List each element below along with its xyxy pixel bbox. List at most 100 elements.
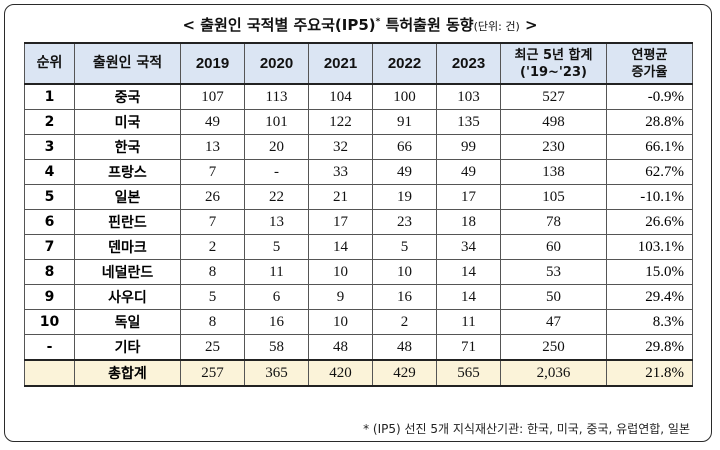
rank-cell: 1 [24, 83, 75, 110]
sum5-cell: 498 [500, 109, 607, 135]
value-2023: 14 [436, 284, 501, 310]
table-row: 2 미국 49 101 122 91 135 498 28.8% [24, 109, 693, 135]
table-row: 9 사우디 5 6 9 16 14 50 29.4% [24, 284, 693, 310]
sum5-cell: 230 [500, 134, 607, 160]
page-title: < 출원인 국적별 주요국(IP5)* 특허출원 동향(단위: 건) > [0, 14, 720, 35]
title-unit: (단위: 건) [473, 20, 520, 33]
country-cell: 덴마크 [74, 234, 181, 260]
total-2023: 565 [436, 359, 501, 387]
rank-cell: 3 [24, 134, 75, 160]
table-row: 8 네덜란드 8 11 10 10 14 53 15.0% [24, 259, 693, 285]
rank-cell: - [24, 334, 75, 361]
header-sum5-line2: ('19~'23) [520, 64, 587, 80]
table-row: 5 일본 26 22 21 19 17 105 -10.1% [24, 184, 693, 210]
value-2023: 18 [436, 209, 501, 235]
header-cagr: 연평균 증가율 [606, 42, 693, 85]
header-row: 순위 출원인 국적 2019 2020 2021 2022 2023 최근 5년… [24, 42, 693, 85]
value-2023: 11 [436, 309, 501, 335]
country-cell: 중국 [74, 83, 181, 110]
title-main: < 출원인 국적별 주요국(IP5) [182, 16, 376, 34]
cagr-cell: 28.8% [606, 109, 693, 135]
value-2021: 10 [308, 309, 373, 335]
value-2019: 26 [180, 184, 245, 210]
total-label: 총합계 [74, 359, 181, 387]
value-2021: 48 [308, 334, 373, 361]
title-close: > [519, 16, 538, 34]
value-2019: 2 [180, 234, 245, 260]
patent-table: 순위 출원인 국적 2019 2020 2021 20 2 2 2023 최근 5년… [24, 42, 693, 387]
value-2019: 25 [180, 334, 245, 361]
country-cell: 핀란드 [74, 209, 181, 235]
cagr-cell: 62.7% [606, 159, 693, 185]
value-2019: 7 [180, 159, 245, 185]
header-rank: 순위 [24, 42, 75, 85]
value-2023: 34 [436, 234, 501, 260]
value-2021: 21 [308, 184, 373, 210]
value-2022: 48 [372, 334, 437, 361]
table-row: - 기타 25 58 48 48 71 250 29.8% [24, 334, 693, 361]
header-2021: 2021 [308, 42, 373, 85]
total-2020: 365 [244, 359, 309, 387]
value-2019: 8 [180, 259, 245, 285]
rank-cell: 6 [24, 209, 75, 235]
value-2020: 101 [244, 109, 309, 135]
value-2020: - [244, 159, 309, 185]
cagr-cell: 29.8% [606, 334, 693, 361]
rank-cell: 5 [24, 184, 75, 210]
value-2020: 58 [244, 334, 309, 361]
cagr-cell: 29.4% [606, 284, 693, 310]
header-2020: 2020 [244, 42, 309, 85]
cagr-cell: 8.3% [606, 309, 693, 335]
value-2020: 20 [244, 134, 309, 160]
cagr-cell: -10.1% [606, 184, 693, 210]
value-2022: 5 [372, 234, 437, 260]
country-cell: 네덜란드 [74, 259, 181, 285]
value-2019: 8 [180, 309, 245, 335]
rank-cell: 8 [24, 259, 75, 285]
country-cell: 사우디 [74, 284, 181, 310]
table-body: 1 중국 107 113 104 100 103 527 -0.9% 2 미국 49 101 122 91 1… [24, 83, 693, 387]
cagr-cell: 66.1% [606, 134, 693, 160]
rank-cell: 9 [24, 284, 75, 310]
value-2020: 6 [244, 284, 309, 310]
table-row: 3 한국 13 20 32 66 99 230 66.1% [24, 134, 693, 160]
country-cell: 미국 [74, 109, 181, 135]
value-2019: 107 [180, 83, 245, 110]
value-2023: 103 [436, 83, 501, 110]
header-2023: 2023 [436, 42, 501, 85]
country-cell: 독일 [74, 309, 181, 335]
table-row: 6 핀란드 7 13 17 23 18 78 26.6% [24, 209, 693, 235]
header-country: 출원인 국적 [74, 42, 181, 85]
total-2022: 429 [372, 359, 437, 387]
total-cagr: 21.8% [606, 359, 693, 387]
header-sum5: 최근 5년 합계 ('19~'23) [500, 42, 607, 85]
value-2023: 99 [436, 134, 501, 160]
table-row: 7 덴마크 2 5 14 5 34 60 103.1% [24, 234, 693, 260]
sum5-cell: 138 [500, 159, 607, 185]
value-2021: 9 [308, 284, 373, 310]
value-2021: 122 [308, 109, 373, 135]
value-2022: 2 [372, 309, 437, 335]
sum5-cell: 250 [500, 334, 607, 361]
total-2019: 257 [180, 359, 245, 387]
value-2021: 32 [308, 134, 373, 160]
cagr-cell: 15.0% [606, 259, 693, 285]
rank-cell: 7 [24, 234, 75, 260]
sum5-cell: 78 [500, 209, 607, 235]
rank-cell: 10 [24, 309, 75, 335]
header-cagr-line2: 증가율 [631, 64, 668, 80]
header-2019: 2019 [180, 42, 245, 85]
title-footnote-marker: * [375, 17, 381, 27]
rank-cell: 4 [24, 159, 75, 185]
country-cell: 기타 [74, 334, 181, 361]
cagr-cell: 103.1% [606, 234, 693, 260]
sum5-cell: 47 [500, 309, 607, 335]
country-cell: 프랑스 [74, 159, 181, 185]
value-2022: 19 [372, 184, 437, 210]
table-row: 10 독일 8 16 10 2 11 47 8.3% [24, 309, 693, 335]
value-2020: 113 [244, 83, 309, 110]
value-2023: 17 [436, 184, 501, 210]
value-2023: 14 [436, 259, 501, 285]
title-rest: 특허출원 동향 [380, 16, 474, 34]
value-2021: 10 [308, 259, 373, 285]
